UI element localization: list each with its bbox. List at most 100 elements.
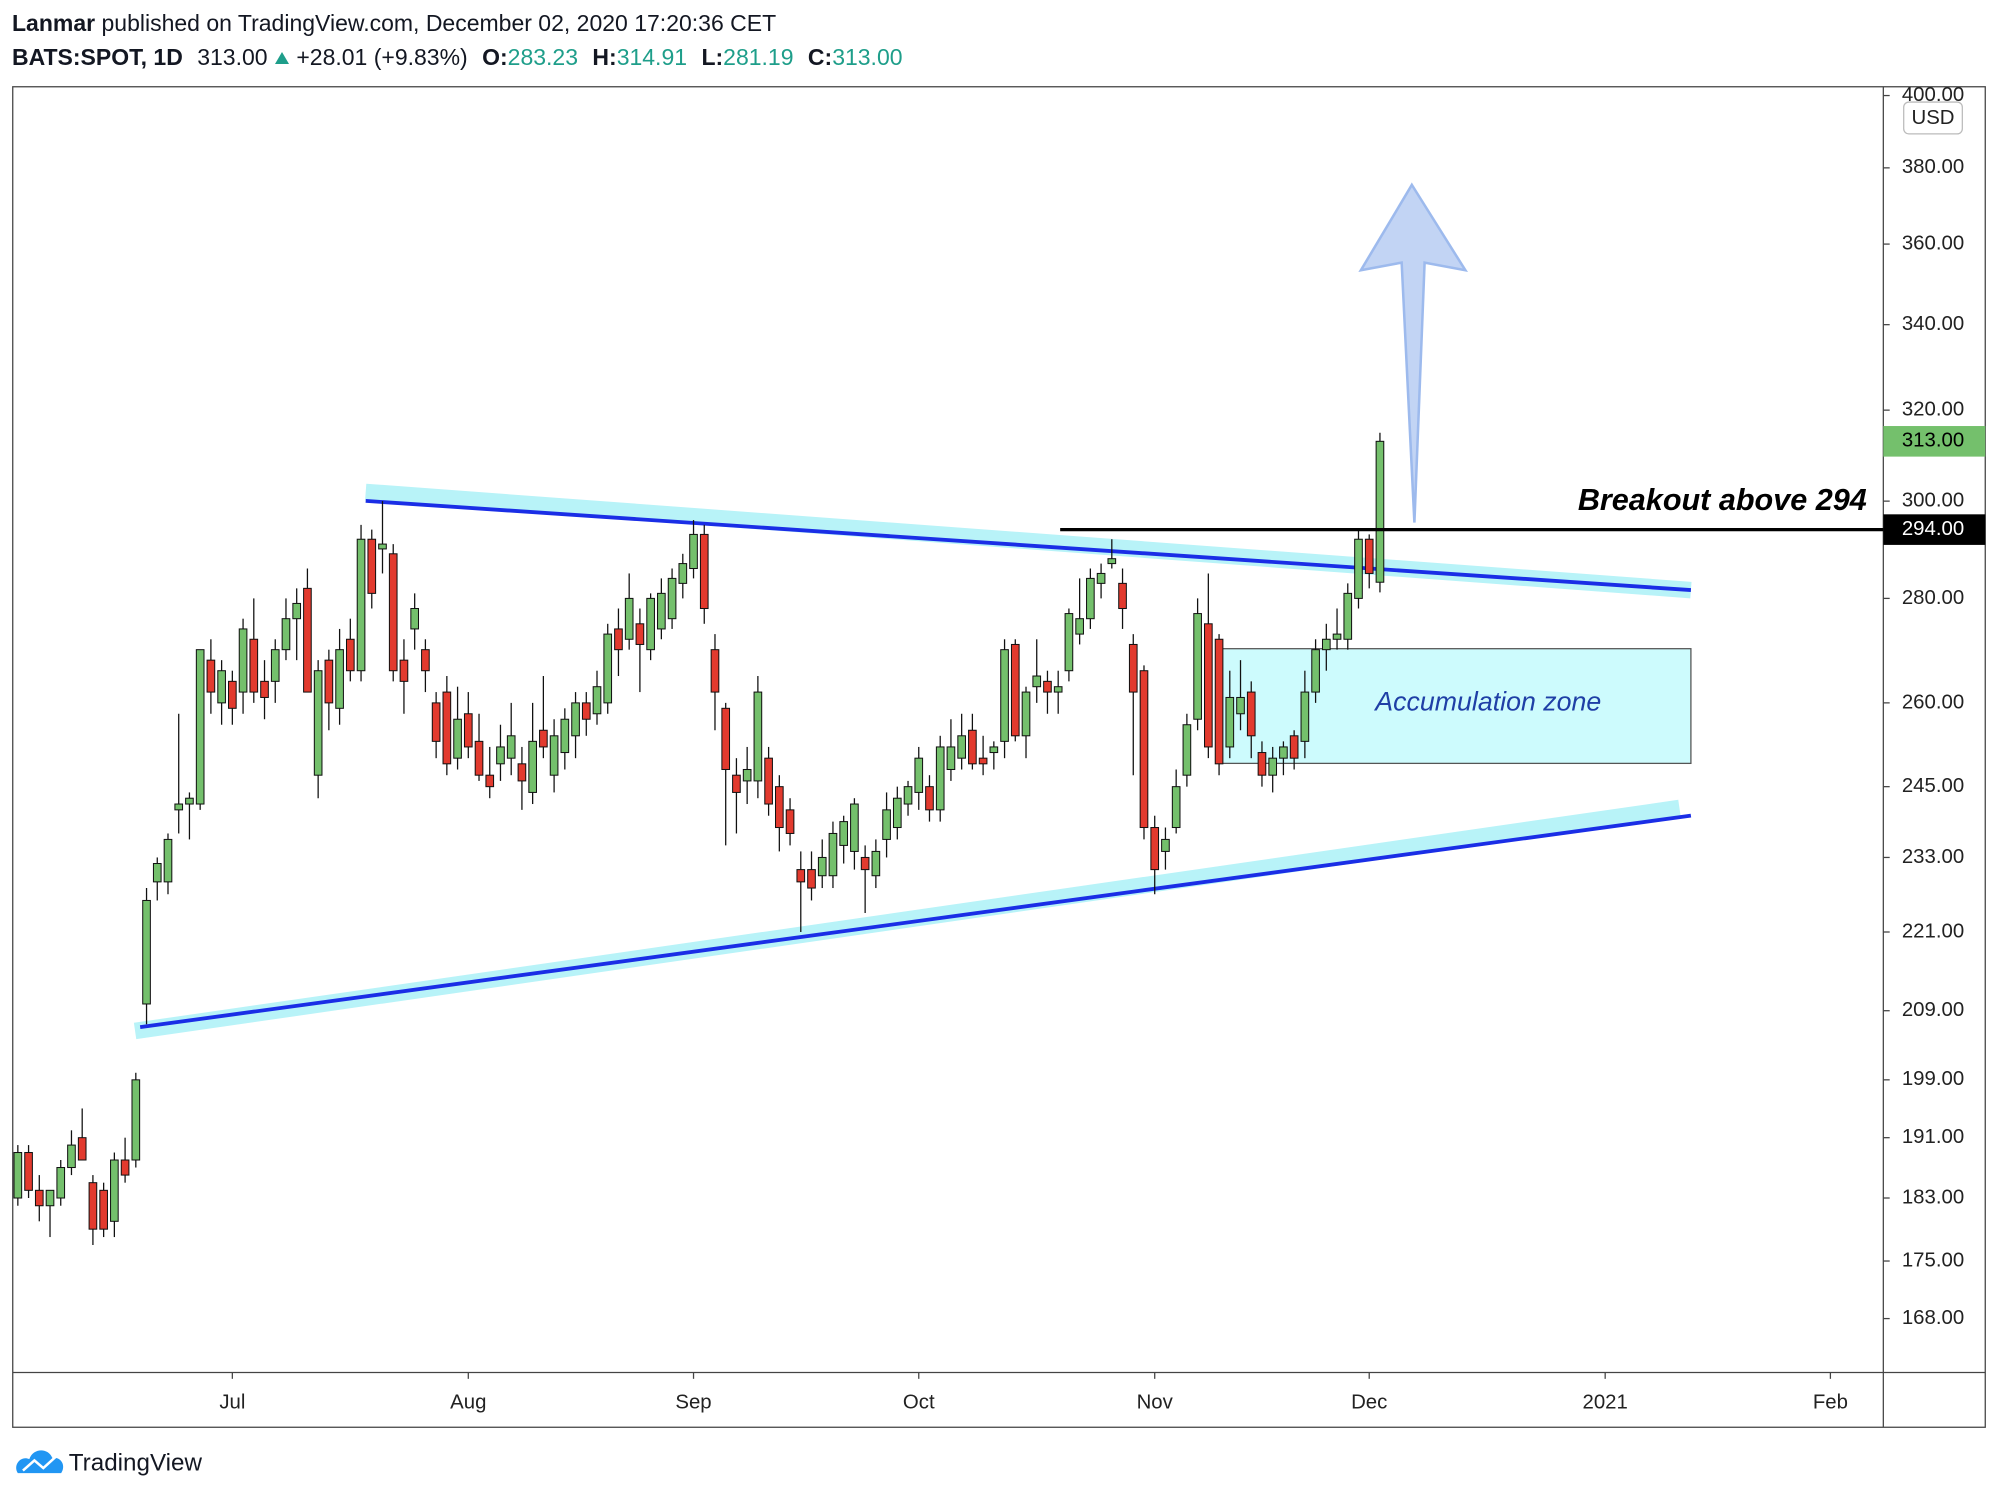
upper-trendline bbox=[365, 498, 1692, 592]
candle-body bbox=[1096, 572, 1106, 584]
candle-body bbox=[989, 746, 999, 754]
x-tick-label: 2021 bbox=[1583, 1391, 1628, 1413]
ohlc-line: BATS:SPOT, 1D 313.00 +28.01 (+9.83%) O:2… bbox=[12, 40, 903, 74]
candle-body bbox=[1053, 686, 1063, 693]
level-label: 294.00 bbox=[1902, 518, 1964, 540]
candle-body bbox=[1289, 735, 1299, 759]
candle-body bbox=[335, 649, 344, 709]
candle-body bbox=[442, 691, 452, 765]
candle-body bbox=[764, 757, 773, 805]
candle-body bbox=[774, 786, 784, 829]
y-tick-label: 209.00 bbox=[1902, 999, 1964, 1021]
ohlc-label: H: bbox=[592, 44, 617, 70]
candle-body bbox=[410, 607, 420, 630]
candle-body bbox=[185, 797, 194, 805]
brand-logo bbox=[16, 1450, 64, 1474]
candle-body bbox=[1246, 691, 1256, 737]
candle-body bbox=[345, 638, 355, 672]
candle-body bbox=[1150, 827, 1160, 871]
candle-body bbox=[206, 659, 216, 693]
candle-body bbox=[474, 740, 484, 776]
candle-body bbox=[110, 1159, 119, 1222]
candle-body bbox=[152, 863, 162, 883]
candle-body bbox=[195, 649, 205, 805]
lower-trendline bbox=[139, 813, 1692, 1030]
candle-body bbox=[742, 768, 752, 782]
y-tick-label: 280.00 bbox=[1902, 587, 1964, 609]
candle-body bbox=[657, 592, 666, 630]
y-tick-label: 183.00 bbox=[1902, 1186, 1964, 1208]
candle-body bbox=[1354, 538, 1363, 599]
ohlc-value: 314.91 bbox=[616, 44, 688, 70]
candle-body bbox=[828, 832, 838, 877]
candle-body bbox=[77, 1137, 87, 1161]
candle-body bbox=[1279, 746, 1288, 759]
candle-body bbox=[249, 638, 259, 693]
y-tick-label: 245.00 bbox=[1902, 775, 1964, 797]
candle-body bbox=[1086, 577, 1095, 620]
y-tick-label: 199.00 bbox=[1902, 1068, 1964, 1090]
candle-body bbox=[292, 602, 302, 620]
candle-body bbox=[270, 649, 280, 682]
candle-body bbox=[817, 856, 827, 877]
candle-body bbox=[88, 1182, 98, 1230]
candle-body bbox=[699, 533, 709, 610]
y-tick-label: 340.00 bbox=[1902, 313, 1964, 335]
candle-body bbox=[807, 869, 816, 889]
candle-body bbox=[581, 702, 591, 720]
ohlc-value: 313.00 bbox=[832, 44, 903, 70]
y-tick-label: 175.00 bbox=[1902, 1249, 1964, 1271]
candle-body bbox=[1300, 691, 1310, 742]
y-tick-label: 400.00 bbox=[1902, 84, 1964, 106]
candle-body bbox=[506, 735, 516, 759]
candle-body bbox=[453, 718, 462, 759]
candle-body bbox=[1321, 638, 1331, 651]
candles bbox=[13, 432, 1385, 1246]
y-tick-label: 221.00 bbox=[1902, 920, 1964, 942]
candle-body bbox=[399, 659, 409, 682]
candle-body bbox=[785, 809, 795, 834]
currency-box bbox=[1903, 101, 1963, 135]
candle-body bbox=[13, 1152, 23, 1199]
candle-body bbox=[1107, 558, 1117, 565]
author: Lanmar bbox=[12, 10, 96, 36]
candle-body bbox=[378, 543, 387, 550]
candle-body bbox=[356, 538, 366, 672]
candle-body bbox=[1204, 623, 1213, 748]
candle-body bbox=[56, 1167, 66, 1199]
header: Lanmar published on TradingView.com, Dec… bbox=[12, 6, 903, 74]
candle-body bbox=[174, 803, 184, 811]
candle-body bbox=[560, 718, 570, 754]
candle-body bbox=[850, 803, 859, 852]
candle-body bbox=[142, 899, 151, 1005]
candle-body bbox=[624, 597, 634, 640]
currency: USD bbox=[1911, 107, 1954, 129]
candle-body bbox=[1343, 592, 1353, 640]
ohlc-label: L: bbox=[701, 44, 724, 70]
candle-body bbox=[1139, 670, 1149, 829]
candle-body bbox=[710, 649, 720, 693]
candle-body bbox=[1161, 838, 1170, 852]
candle-body bbox=[549, 735, 559, 776]
brand-name: TradingView bbox=[69, 1450, 203, 1477]
candle-body bbox=[957, 735, 966, 759]
candle-body bbox=[1064, 613, 1074, 672]
y-tick-label: 168.00 bbox=[1902, 1307, 1964, 1329]
y-tick-label: 260.00 bbox=[1902, 691, 1964, 713]
y-tick-label: 191.00 bbox=[1902, 1126, 1964, 1148]
candle-body bbox=[978, 757, 988, 765]
candle-body bbox=[99, 1189, 108, 1230]
x-tick-label: Oct bbox=[903, 1391, 935, 1413]
candle-body bbox=[914, 757, 924, 793]
candle-body bbox=[646, 597, 655, 651]
candle-body bbox=[935, 746, 945, 811]
candle-body bbox=[1375, 440, 1385, 583]
symbol: BATS:SPOT, 1D bbox=[12, 44, 183, 70]
candle-body bbox=[388, 553, 398, 672]
ohlc-label: C: bbox=[807, 44, 833, 70]
candle-body bbox=[946, 746, 956, 771]
ohlc-value: 283.23 bbox=[507, 44, 579, 70]
candle-body bbox=[1128, 643, 1138, 693]
candle-body bbox=[892, 797, 902, 829]
